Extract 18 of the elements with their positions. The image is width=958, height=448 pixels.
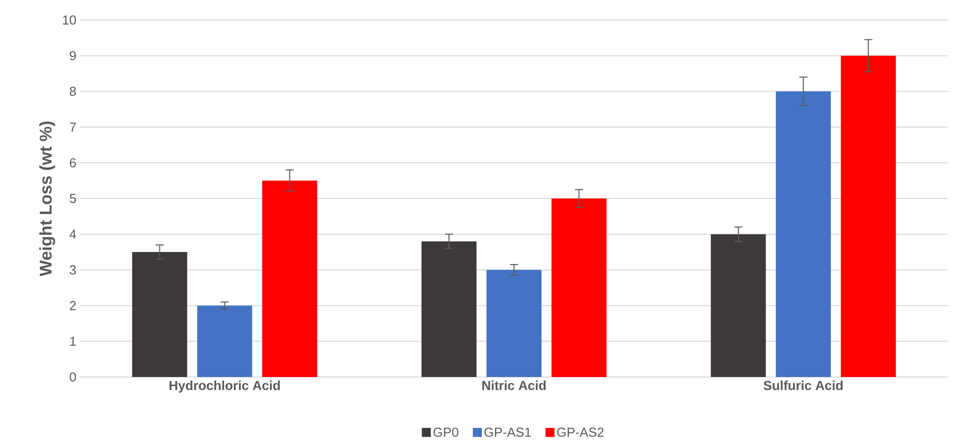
legend-label: GP0: [433, 428, 458, 437]
y-tick-label: 6: [70, 158, 76, 168]
x-tick-label: Hydrochloric Acid: [170, 380, 280, 393]
y-tick-label: 9: [70, 51, 76, 60]
y-tick-label: 4: [70, 230, 76, 239]
y-tick-label: 5: [70, 194, 76, 204]
y-tick-label: 2: [70, 301, 76, 310]
y-tick-label: 1: [70, 336, 76, 346]
y-tick-label: 3: [70, 265, 76, 274]
y-axis-title: Weight Loss (wt %): [39, 122, 56, 276]
y-tick-label: 10: [63, 15, 76, 25]
y-tick-label: 8: [70, 86, 76, 96]
legend-label: GP-AS1: [484, 428, 531, 437]
y-tick-label: 7: [70, 122, 76, 132]
x-tick-label: Sulfuric Acid: [764, 380, 843, 390]
x-tick-label: Nitric Acid: [482, 380, 546, 390]
legend-label: GP-AS2: [557, 428, 604, 437]
y-tick-label: 0: [70, 372, 76, 382]
